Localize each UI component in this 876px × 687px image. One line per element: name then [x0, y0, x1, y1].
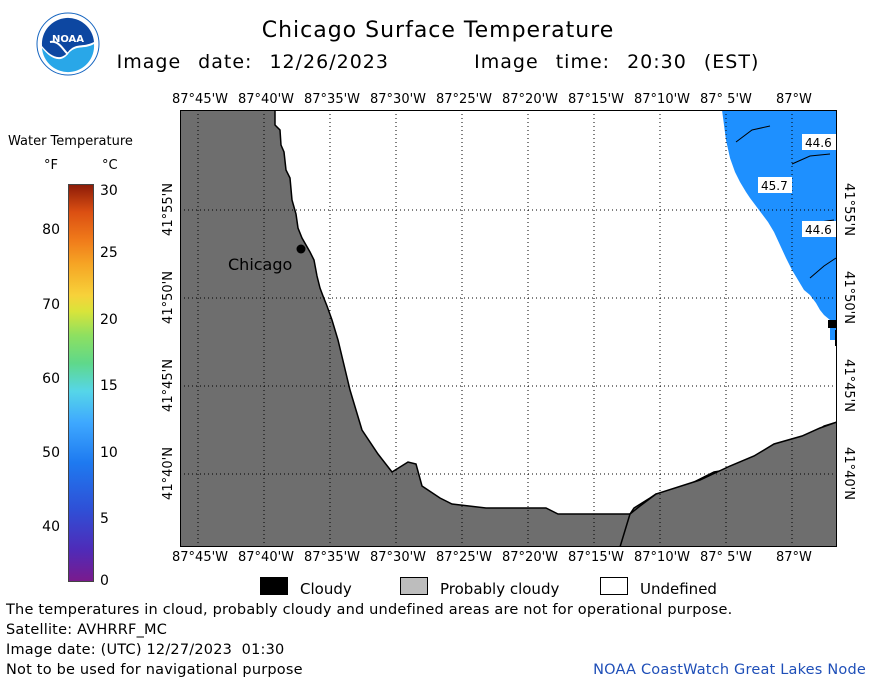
- lon-label-top: 87°45'W: [172, 92, 229, 107]
- noaa-logo-text: NOAA: [52, 34, 84, 45]
- tick-f-60: 60: [42, 371, 60, 387]
- temp-label-bg: [802, 221, 836, 237]
- lon-label-bottom: 87°10'W: [634, 550, 691, 565]
- temperature-colorbar: [68, 184, 94, 582]
- tick-f-80: 80: [42, 222, 60, 238]
- noaa-logo: NOAA: [36, 12, 100, 76]
- lon-label-top: 87°W: [776, 92, 812, 107]
- probably-cloudy-label: Probably cloudy: [440, 580, 560, 598]
- map: Chicago 44.6 45.7 44.6: [180, 110, 837, 547]
- lat-label-right: 41°40'N: [840, 447, 856, 500]
- colorbar-frame: [68, 184, 94, 582]
- nav-warning-text: Not to be used for navigational purpose: [6, 662, 303, 678]
- lat-label-left: 41°40'N: [160, 447, 176, 500]
- contour-line: [735, 125, 771, 143]
- image-time: Image time: 20:30 (EST): [474, 51, 760, 73]
- chicago-marker: [296, 244, 306, 254]
- lat-label-left: 41°55'N: [160, 183, 176, 236]
- lon-label-bottom: 87°W: [776, 550, 812, 565]
- lon-label-top: 87°20'W: [502, 92, 559, 107]
- lon-label-top: 87°30'W: [370, 92, 427, 107]
- credit-text: NOAA CoastWatch Great Lakes Node: [593, 662, 866, 678]
- lon-label-top: 87°25'W: [436, 92, 493, 107]
- contour-line: [809, 257, 837, 279]
- tick-c-20: 20: [100, 312, 118, 328]
- water-area: [722, 110, 837, 340]
- lon-label-bottom: 87°20'W: [502, 550, 559, 565]
- city-label: Chicago: [228, 255, 292, 274]
- lon-label-top: 87°40'W: [238, 92, 295, 107]
- lat-label-left: 41°45'N: [160, 359, 176, 412]
- page-title: Chicago Surface Temperature: [261, 18, 615, 43]
- cloudy-swatch: [260, 577, 288, 595]
- undefined-swatch: [600, 577, 628, 595]
- image-datetime: Image date: 12/26/2023 Image time: 20:30…: [0, 51, 876, 73]
- tick-c-0: 0: [100, 573, 109, 589]
- temp-label-bg: [758, 177, 792, 193]
- temp-label-bg: [802, 134, 836, 150]
- undefined-label: Undefined: [640, 580, 717, 598]
- lon-label-bottom: 87°30'W: [370, 550, 427, 565]
- unit-celsius: °C: [102, 158, 118, 173]
- lon-label-bottom: 87°40'W: [238, 550, 295, 565]
- unit-fahrenheit: °F: [44, 158, 58, 173]
- lat-label-right: 41°55'N: [840, 183, 856, 236]
- image-date: Image date: 12/26/2023: [116, 51, 389, 73]
- disclaimer-text: The temperatures in cloud, probably clou…: [6, 602, 733, 618]
- lon-label-bottom: 87°25'W: [436, 550, 493, 565]
- lon-label-bottom: 87°45'W: [172, 550, 229, 565]
- colorbar-title: Water Temperature: [8, 134, 133, 149]
- lon-label-bottom: 87°35'W: [304, 550, 361, 565]
- tick-c-25: 25: [100, 245, 118, 261]
- tick-f-70: 70: [42, 297, 60, 313]
- tick-f-50: 50: [42, 445, 60, 461]
- contour-line: [791, 153, 831, 165]
- cloudy-pixel: [828, 320, 837, 328]
- temp-label: 44.6: [805, 136, 832, 150]
- tick-f-40: 40: [42, 519, 60, 535]
- utc-date-text: Image date: (UTC) 12/27/2023 01:30: [6, 642, 285, 658]
- satellite-text: Satellite: AVHRRF_MC: [6, 622, 168, 638]
- temp-label: 45.7: [761, 179, 788, 193]
- probably-cloudy-swatch: [400, 577, 428, 595]
- tick-c-30: 30: [100, 183, 118, 199]
- lon-label-top: 87°10'W: [634, 92, 691, 107]
- lon-label-top: 87°35'W: [304, 92, 361, 107]
- lat-label-right: 41°45'N: [840, 359, 856, 412]
- tick-c-5: 5: [100, 511, 109, 527]
- lon-label-bottom: 87° 5'W: [700, 550, 752, 565]
- lat-label-left: 41°50'N: [160, 271, 176, 324]
- tick-c-15: 15: [100, 378, 118, 394]
- tick-c-10: 10: [100, 445, 118, 461]
- cloudy-label: Cloudy: [300, 580, 352, 598]
- lon-label-top: 87°15'W: [568, 92, 625, 107]
- lon-label-bottom: 87°15'W: [568, 550, 625, 565]
- lat-label-right: 41°50'N: [840, 271, 856, 324]
- map-border: [180, 110, 837, 547]
- land-southeast: [619, 421, 837, 547]
- temp-label: 44.6: [805, 223, 832, 237]
- lon-label-top: 87° 5'W: [700, 92, 752, 107]
